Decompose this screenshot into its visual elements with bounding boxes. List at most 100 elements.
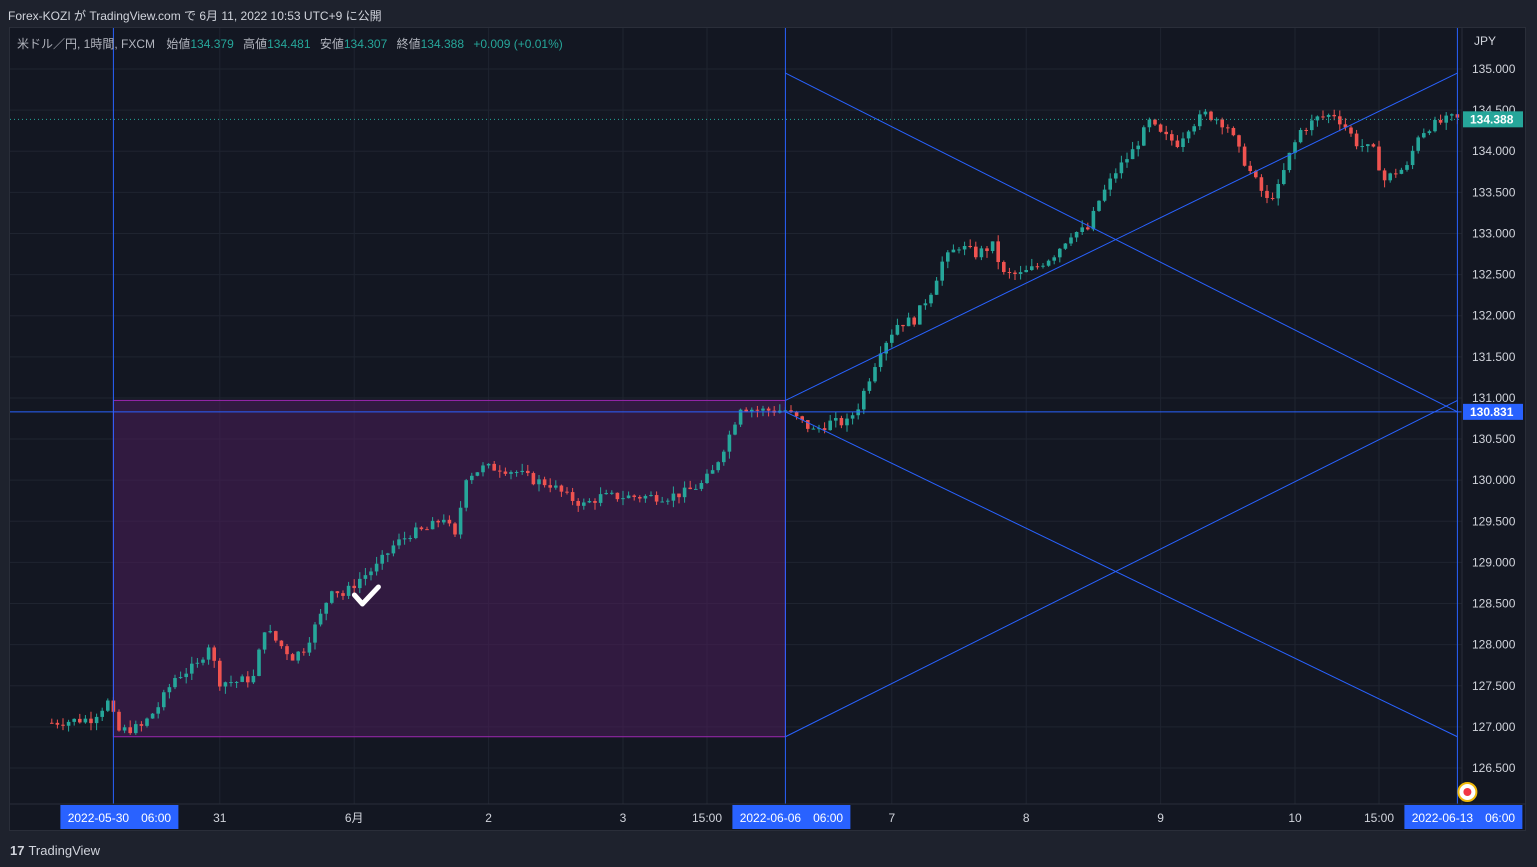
- candle-body: [458, 507, 463, 535]
- candle: [414, 522, 418, 540]
- candle-body: [251, 675, 256, 683]
- candle-body: [1164, 131, 1168, 135]
- candle: [615, 492, 620, 502]
- candle: [666, 498, 670, 505]
- candle-body: [1058, 248, 1062, 258]
- candle: [78, 713, 82, 724]
- candle: [251, 669, 256, 685]
- candle: [66, 719, 71, 732]
- time-tick-label: 7: [888, 811, 895, 825]
- candle-body: [1046, 260, 1051, 266]
- candle: [296, 651, 300, 664]
- candle-body: [430, 520, 435, 530]
- candle: [598, 487, 603, 507]
- candle: [1125, 152, 1129, 168]
- candle: [1091, 206, 1096, 232]
- publish-info: Forex-KOZI が TradingView.com で 6月 11, 20…: [8, 9, 382, 23]
- candle-body: [1265, 190, 1269, 198]
- candle-body: [503, 471, 508, 474]
- candle: [761, 405, 765, 417]
- candle: [1338, 110, 1342, 132]
- candle: [391, 540, 396, 557]
- candle: [1427, 129, 1432, 136]
- candle-body: [218, 660, 222, 687]
- candle-body: [923, 303, 928, 306]
- candle-body: [50, 722, 54, 724]
- candle-body: [206, 647, 211, 660]
- candle: [1405, 161, 1409, 172]
- candle: [83, 715, 88, 724]
- candle: [1058, 247, 1062, 263]
- candle: [279, 640, 284, 649]
- candle-body: [526, 470, 530, 474]
- candle: [1259, 174, 1264, 197]
- candle: [1074, 231, 1079, 242]
- price-chart[interactable]: JPY 126.500 127.000 127.500 128.000 128.500 12…: [10, 28, 1525, 830]
- candle-body: [531, 473, 536, 485]
- candle: [498, 465, 502, 478]
- candle-body: [66, 721, 71, 726]
- candle: [234, 681, 239, 688]
- candle: [1394, 168, 1398, 178]
- candle: [1410, 145, 1415, 170]
- candle-body: [705, 473, 709, 484]
- candle-body: [419, 527, 424, 530]
- candle: [1041, 263, 1045, 269]
- candle: [117, 709, 121, 732]
- candle-body: [901, 324, 905, 327]
- candle-body: [358, 578, 362, 589]
- candle-body: [223, 682, 228, 687]
- candle: [604, 489, 608, 495]
- candle: [1153, 118, 1157, 127]
- candle: [1102, 184, 1107, 203]
- candle: [1237, 134, 1241, 153]
- candle: [313, 621, 317, 650]
- candle-body: [671, 493, 676, 501]
- candle-body: [755, 409, 760, 411]
- candle-body: [694, 488, 698, 490]
- candle-body: [352, 585, 356, 589]
- candle-body: [873, 367, 877, 382]
- candle: [61, 718, 65, 731]
- candle: [699, 480, 704, 492]
- candle-body: [386, 553, 390, 555]
- candle-body: [1399, 169, 1404, 174]
- candle: [957, 247, 961, 254]
- candle-body: [710, 470, 715, 474]
- candle-body: [94, 716, 99, 724]
- candle-body: [391, 545, 396, 554]
- candle-body: [139, 724, 144, 726]
- candle-body: [610, 492, 614, 494]
- brand[interactable]: 17 TradingView: [10, 843, 100, 858]
- candle-body: [106, 700, 110, 711]
- candle: [201, 657, 205, 666]
- candle-body: [324, 602, 328, 614]
- price-tick-label: 132.000: [1472, 309, 1516, 323]
- candle-body: [1349, 127, 1353, 134]
- candle-body: [979, 248, 984, 258]
- candle: [722, 449, 726, 466]
- price-tick-label: 128.000: [1472, 638, 1516, 652]
- candle-body: [1170, 134, 1174, 141]
- candle: [246, 671, 250, 688]
- candle-body: [1248, 165, 1252, 172]
- candle: [274, 630, 278, 643]
- candle-body: [593, 501, 597, 503]
- candle: [934, 277, 939, 296]
- candle: [1136, 140, 1140, 157]
- candle-body: [408, 538, 412, 540]
- candle: [1343, 118, 1348, 131]
- candle-body: [72, 718, 76, 722]
- candle-body: [1416, 137, 1420, 151]
- candle-body: [509, 472, 513, 474]
- candle: [212, 645, 216, 668]
- candle: [162, 689, 166, 711]
- candle-body: [475, 472, 480, 476]
- chart-frame[interactable]: JPY 126.500 127.000 127.500 128.000 128.500 12…: [9, 27, 1526, 831]
- candle: [509, 470, 513, 480]
- candle-body: [1410, 150, 1415, 166]
- candle-body: [117, 711, 121, 731]
- candle: [710, 464, 715, 474]
- candle: [1231, 126, 1236, 137]
- candle-body: [822, 428, 827, 431]
